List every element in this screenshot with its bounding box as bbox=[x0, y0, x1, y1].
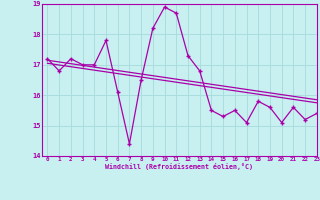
X-axis label: Windchill (Refroidissement éolien,°C): Windchill (Refroidissement éolien,°C) bbox=[105, 163, 253, 170]
